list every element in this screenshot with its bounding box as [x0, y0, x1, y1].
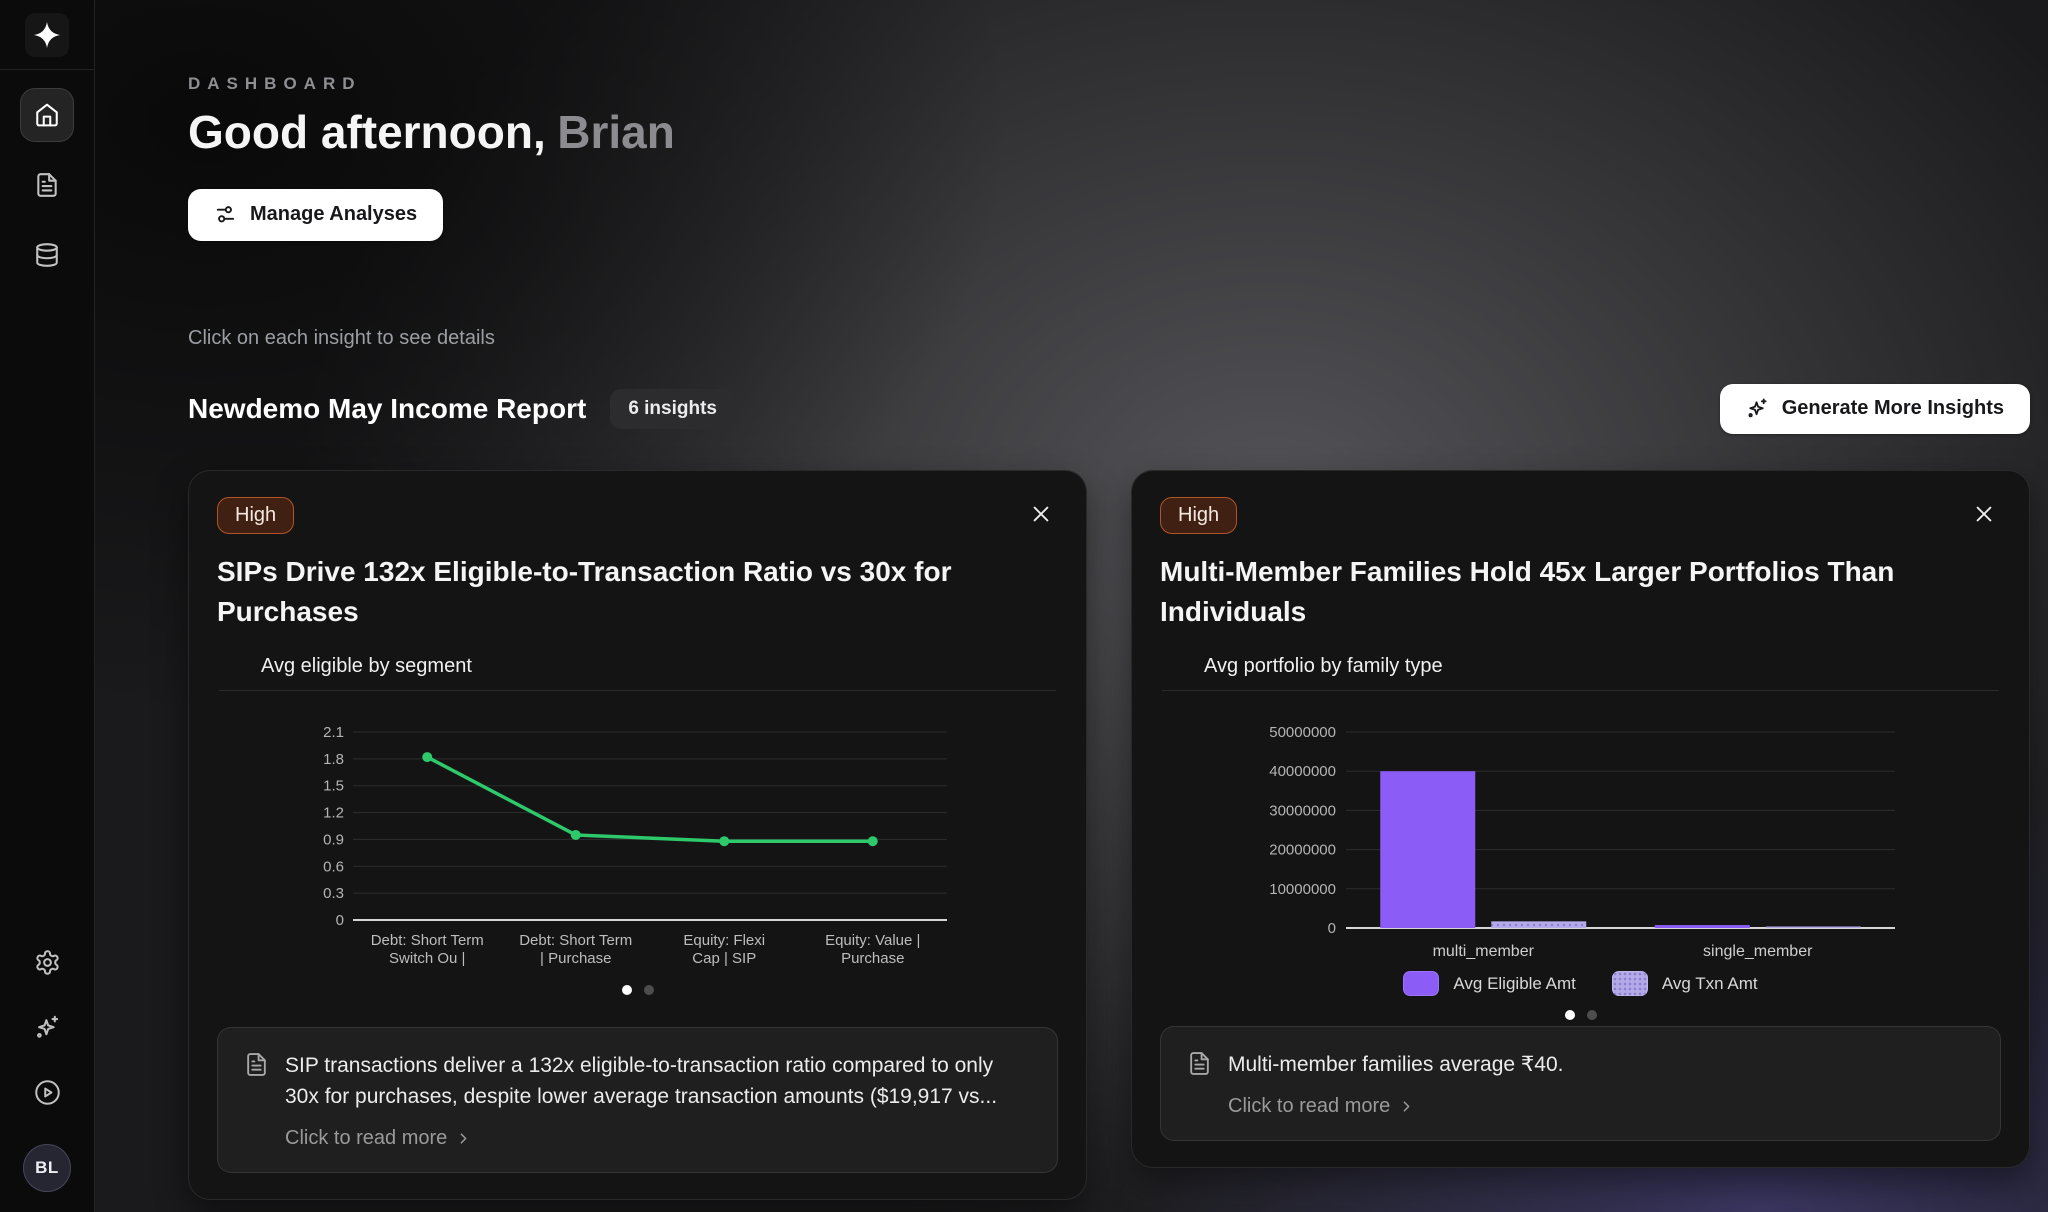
svg-text:2.1: 2.1 [323, 724, 344, 741]
home-icon [34, 102, 60, 128]
manage-analyses-label: Manage Analyses [250, 203, 418, 226]
play-circle-icon [34, 1079, 61, 1106]
sidebar-item-database[interactable] [20, 228, 74, 282]
svg-text:0: 0 [336, 912, 344, 929]
legend-swatch [1403, 971, 1440, 997]
svg-text:1.8: 1.8 [323, 751, 344, 768]
svg-text:0.3: 0.3 [323, 886, 344, 903]
sparkle-logo-icon [25, 12, 69, 57]
sliders-icon [214, 203, 237, 226]
svg-text:1.5: 1.5 [323, 778, 344, 795]
tutorials-button[interactable] [34, 1079, 61, 1106]
close-icon[interactable] [1969, 499, 1999, 529]
close-icon[interactable] [1026, 499, 1056, 529]
read-more-link[interactable]: Click to read more [1228, 1095, 1563, 1118]
chevron-right-icon [1398, 1098, 1415, 1115]
svg-text:Debt: Short Term| Purchase: Debt: Short Term | Purchase [519, 932, 632, 967]
carousel-dot[interactable] [643, 985, 654, 996]
chevron-right-icon [455, 1130, 472, 1147]
avatar[interactable]: BL [23, 1144, 71, 1192]
generate-more-insights-button[interactable]: Generate More Insights [1719, 383, 2030, 434]
sidebar: BL [0, 0, 95, 1212]
priority-badge: High [1160, 496, 1238, 534]
svg-text:40000000: 40000000 [1269, 764, 1336, 781]
divider [1162, 690, 1999, 692]
carousel-dot[interactable] [1586, 1010, 1597, 1021]
file-text-icon [34, 172, 60, 198]
legend-item: Avg Txn Amt [1611, 971, 1758, 997]
sidebar-nav [20, 70, 74, 282]
insights-hint: Click on each insight to see details [188, 326, 495, 349]
priority-badge: High [217, 496, 295, 534]
report-header-row: Newdemo May Income Report 6 insights Gen… [188, 383, 2030, 434]
svg-text:0.9: 0.9 [323, 832, 344, 849]
sidebar-item-home[interactable] [20, 88, 74, 142]
carousel-dot[interactable] [621, 985, 632, 996]
read-more-label: Click to read more [1228, 1094, 1391, 1117]
page-title: Good afternoon, Brian [188, 106, 2030, 159]
carousel-dot[interactable] [1564, 1010, 1575, 1021]
divider [219, 690, 1056, 692]
svg-text:Equity: Value |Purchase: Equity: Value | Purchase [825, 932, 920, 967]
svg-text:50000000: 50000000 [1269, 724, 1336, 741]
sidebar-item-documents[interactable] [20, 158, 74, 212]
carousel-dots[interactable] [217, 985, 1058, 996]
insights-count-badge[interactable]: 6 insights [610, 388, 735, 429]
insight-title: Multi-Member Families Hold 45x Larger Po… [1160, 555, 1895, 627]
sparkles-plus-icon [1746, 397, 1769, 420]
greeting-prefix: Good afternoon, [188, 106, 546, 158]
sparkles-plus-icon [34, 1014, 61, 1041]
svg-text:20000000: 20000000 [1269, 842, 1336, 859]
svg-text:30000000: 30000000 [1269, 803, 1336, 820]
insight-summary[interactable]: Multi-member families average ₹40. Click… [1160, 1026, 2001, 1141]
legend-label: Avg Eligible Amt [1453, 973, 1576, 993]
manage-analyses-button[interactable]: Manage Analyses [188, 188, 444, 241]
chart-title: Avg eligible by segment [261, 655, 472, 678]
sidebar-footer: BL [23, 949, 71, 1212]
settings-button[interactable] [34, 949, 61, 976]
card-top-row: High [217, 496, 1058, 534]
generate-more-insights-label: Generate More Insights [1781, 397, 2004, 420]
gear-icon [34, 949, 61, 976]
svg-text:multi_member: multi_member [1433, 943, 1535, 960]
insight-card-families[interactable]: High Multi-Member Families Hold 45x Larg… [1131, 469, 2030, 1168]
chart-title: Avg portfolio by family type [1204, 655, 1443, 678]
main-content: DASHBOARD Good afternoon, Brian Manage An… [95, 0, 2048, 1200]
insight-card-sips[interactable]: High SIPs Drive 132x Eligible-to-Transac… [188, 469, 1087, 1200]
insight-title: SIPs Drive 132x Eligible-to-Transaction … [217, 555, 952, 627]
svg-text:1.2: 1.2 [323, 805, 344, 822]
report-title: Newdemo May Income Report [188, 392, 587, 424]
read-more-link[interactable]: Click to read more [285, 1127, 1031, 1150]
avatar-initials: BL [35, 1158, 59, 1177]
svg-text:0: 0 [1328, 920, 1336, 937]
legend-label: Avg Txn Amt [1661, 973, 1758, 993]
carousel-dots[interactable] [1160, 1010, 2001, 1021]
svg-text:10000000: 10000000 [1269, 881, 1336, 898]
svg-text:0.6: 0.6 [323, 859, 344, 876]
file-text-icon [1187, 1049, 1212, 1118]
read-more-label: Click to read more [285, 1126, 448, 1149]
svg-text:single_member: single_member [1703, 943, 1813, 960]
summary-text: Multi-member families average ₹40. [1228, 1053, 1564, 1077]
legend-swatch [1611, 971, 1648, 997]
ai-assistant-button[interactable] [34, 1014, 61, 1041]
chart-legend: Avg Eligible Amt Avg Txn Amt [1160, 971, 2001, 997]
bar-chart: 0 10000000 20000000 30000000 40000000 5000000… [1269, 724, 1895, 960]
legend-item: Avg Eligible Amt [1403, 971, 1576, 997]
greeting-name: Brian [557, 106, 675, 158]
app-logo[interactable] [0, 0, 94, 70]
file-text-icon [244, 1050, 269, 1150]
database-icon [34, 242, 60, 268]
insight-cards-row: High SIPs Drive 132x Eligible-to-Transac… [188, 469, 2030, 1200]
page-eyebrow: DASHBOARD [188, 74, 362, 93]
card-top-row: High [1160, 496, 2001, 534]
summary-text: SIP transactions deliver a 132x eligible… [285, 1053, 998, 1109]
insight-summary[interactable]: SIP transactions deliver a 132x eligible… [217, 1026, 1058, 1173]
line-chart: 0 0.3 0.6 0.9 1.2 1.5 1.8 2.1 Debt: Short Term Sw… [323, 724, 947, 967]
